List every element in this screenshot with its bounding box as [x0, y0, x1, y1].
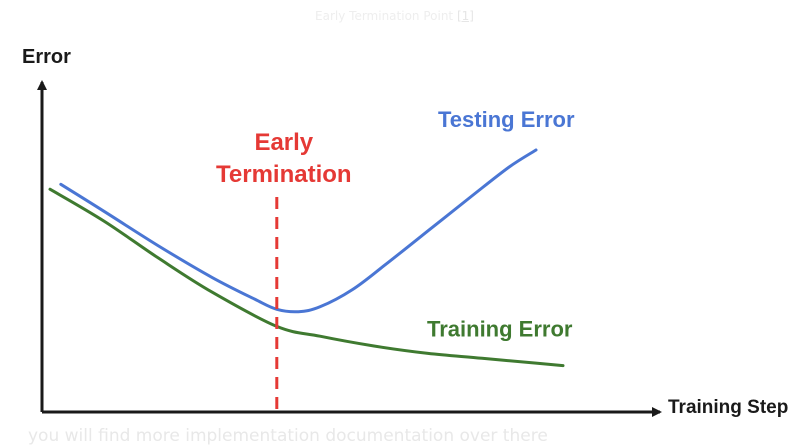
early-termination-label-line-1: Early [254, 129, 313, 156]
caption-reference-link[interactable]: [1] [456, 9, 474, 23]
training-error-legend-label: Training Error [427, 316, 573, 341]
footer-text: you will find more implementation docume… [28, 426, 548, 446]
caption-text: Early Termination Point [315, 9, 454, 23]
early-termination-label-line-2: Termination [216, 161, 352, 188]
training-error-line [48, 187, 565, 368]
testing-error-legend-label: Testing Error [438, 107, 575, 132]
chart-caption: Early Termination Point [1] [0, 9, 789, 23]
testing-error-line [59, 148, 538, 314]
y-axis-label: Error [22, 46, 71, 68]
x-axis-label: Training Steps [668, 397, 789, 418]
